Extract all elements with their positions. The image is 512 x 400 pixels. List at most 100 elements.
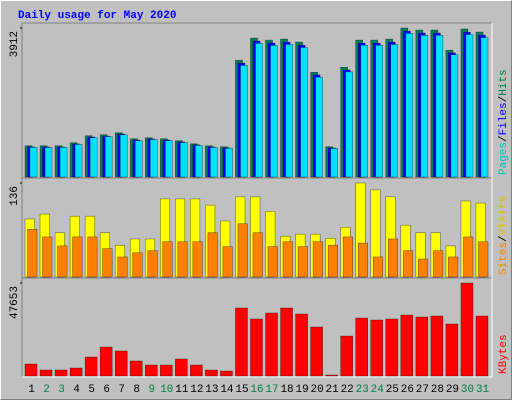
legend-entry: Sites [498, 242, 510, 275]
legend-entry: Visits [498, 196, 510, 236]
x-tick-label: 31 [476, 384, 490, 396]
x-tick-label: 6 [103, 384, 110, 396]
bar [175, 358, 188, 377]
x-tick-label: 7 [118, 384, 125, 396]
x-tick-label: 5 [88, 384, 95, 396]
x-tick-label: 2 [43, 384, 50, 396]
bar [327, 244, 338, 278]
bar [255, 43, 263, 178]
bar [69, 367, 83, 377]
x-tick-label: 20 [311, 384, 324, 396]
bar [372, 256, 384, 278]
bar [180, 142, 188, 178]
bar [430, 315, 444, 377]
bar [403, 250, 414, 278]
x-tick-label: 1 [28, 384, 35, 396]
bar [355, 317, 368, 377]
bar [250, 318, 263, 377]
bar [225, 147, 233, 178]
bar [300, 47, 308, 178]
bar [54, 369, 68, 377]
bar [192, 241, 203, 278]
y-tick-label: 136 [9, 186, 21, 206]
bar [267, 246, 278, 278]
bar [270, 45, 278, 178]
bar [433, 250, 444, 278]
bar [162, 241, 173, 278]
bar [315, 76, 323, 178]
x-tick-label: 18 [280, 384, 293, 396]
bar [165, 140, 173, 178]
bar [400, 314, 414, 377]
x-tick-label: 8 [133, 384, 140, 396]
bar [132, 252, 143, 278]
bar [375, 44, 384, 178]
y-tick-label: 47653 [9, 286, 21, 319]
bar [445, 323, 459, 377]
legend: Sites/Visits [498, 196, 510, 275]
bar [240, 65, 248, 178]
bar [330, 148, 338, 178]
bar [465, 34, 474, 178]
bar [160, 364, 173, 377]
bar [119, 134, 128, 178]
bar [72, 236, 83, 278]
plot-border-dark [21, 177, 492, 278]
x-tick-label: 26 [401, 384, 414, 396]
legend-entry: KBytes [498, 334, 510, 374]
bar [357, 242, 368, 278]
bar [57, 245, 68, 278]
legend-separator: / [498, 135, 510, 142]
bar [460, 282, 474, 377]
bar [39, 369, 53, 377]
bar [222, 246, 233, 278]
bar [134, 140, 143, 178]
bar [59, 147, 68, 178]
bar [190, 364, 203, 377]
bar [450, 54, 459, 178]
bar [235, 307, 248, 377]
bar [405, 33, 414, 178]
bar [360, 44, 368, 178]
bar [418, 258, 429, 278]
x-tick-label: 4 [73, 384, 80, 396]
bar [252, 232, 263, 278]
legend-entry: Hits [498, 69, 510, 95]
bar [24, 363, 38, 377]
bar [388, 238, 399, 278]
legend-entry: Files [498, 102, 510, 135]
legend-entry: Pages [498, 142, 510, 175]
legend: KBytes [498, 334, 510, 374]
bar [114, 350, 128, 377]
bar [325, 374, 338, 377]
bar [207, 232, 218, 278]
x-tick-label: 12 [190, 384, 203, 396]
x-tick-label: 22 [341, 384, 354, 396]
bar [463, 236, 474, 278]
bar [87, 236, 98, 278]
bar [220, 370, 233, 377]
bar [435, 35, 444, 178]
bar [370, 319, 384, 377]
bar [342, 236, 353, 278]
bar [448, 256, 459, 278]
bar [147, 250, 158, 278]
bar [295, 313, 308, 377]
bar [415, 316, 429, 377]
bar [89, 137, 98, 178]
bar [205, 369, 218, 377]
x-tick-label: 27 [416, 384, 429, 396]
bar [285, 44, 293, 178]
bar [42, 236, 53, 278]
x-tick-label: 19 [295, 384, 308, 396]
x-tick-label: 16 [250, 384, 263, 396]
x-tick-label: 29 [446, 384, 459, 396]
x-tick-label: 28 [431, 384, 444, 396]
x-tick-label: 25 [386, 384, 399, 396]
bar [265, 312, 278, 377]
bar [480, 37, 489, 178]
x-tick-label: 11 [175, 384, 189, 396]
